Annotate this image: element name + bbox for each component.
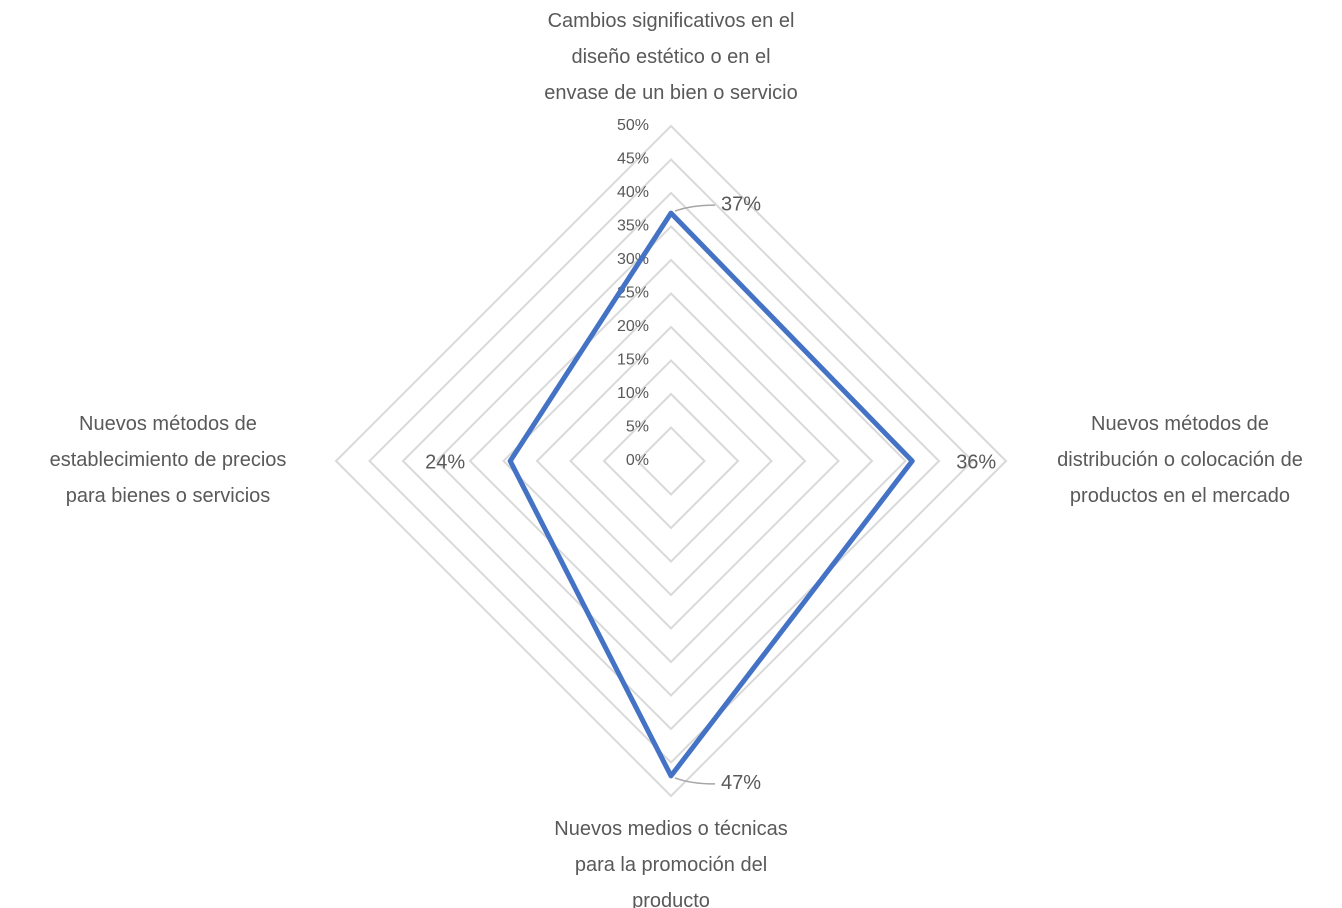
grid-line: [468, 258, 874, 664]
series-line: [507, 210, 915, 779]
tick-label: 0%: [626, 452, 649, 469]
grid-line: [569, 359, 773, 563]
data-label: 47%: [721, 772, 761, 794]
tick-label: 45%: [617, 151, 649, 168]
grid-line: [535, 325, 807, 597]
grid-line: [401, 191, 941, 731]
leader-line: [674, 777, 716, 785]
tick-label: 35%: [617, 218, 649, 235]
grid-line: [502, 292, 840, 630]
leader-line: [674, 204, 716, 212]
tick-label: 20%: [617, 318, 649, 335]
tick-label: 25%: [617, 285, 649, 302]
data-label: 24%: [425, 451, 465, 473]
grid-line: [636, 426, 706, 496]
category-label: Cambios significativos en el diseño estét…: [544, 10, 798, 104]
grid-line: [368, 158, 974, 764]
tick-label: 40%: [617, 184, 649, 201]
grid-line: [435, 225, 907, 697]
grid-line: [334, 124, 1008, 798]
tick-label: 50%: [617, 117, 649, 134]
category-label: Nuevos métodos de establecimiento de prec…: [50, 413, 287, 507]
category-label: Nuevos métodos de distribución o colocaci…: [1057, 413, 1303, 507]
grid-line: [602, 392, 740, 530]
tick-label: 15%: [617, 352, 649, 369]
tick-label: 10%: [617, 385, 649, 402]
data-label: 37%: [721, 193, 761, 215]
tick-label: 5%: [626, 419, 649, 436]
data-label: 36%: [956, 451, 996, 473]
category-label: Nuevos medios o técnicas para la promoció…: [554, 818, 787, 908]
